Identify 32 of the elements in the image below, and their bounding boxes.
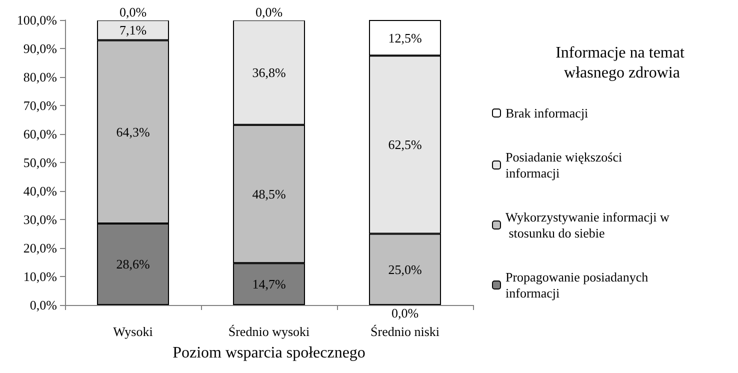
x-tick-label: Średnio wysoki (228, 324, 310, 339)
legend-label: Propagowanie posiadanych informacji (506, 270, 652, 300)
data-label: 12,5% (388, 30, 422, 46)
data-label: 28,6% (116, 256, 150, 272)
data-label: 25,0% (388, 262, 422, 277)
x-tick-label: Wysoki (113, 324, 154, 339)
y-tick-label: 50,0% (23, 155, 58, 170)
data-label: 64,3% (116, 124, 150, 140)
legend-title: Informacje na temat własnego zdrowia (556, 44, 688, 82)
y-tick-label: 90,0% (23, 41, 58, 56)
legend-label: Wykorzystywanie informacji w stosunku do siebie (506, 210, 670, 240)
data-label: 0,0% (119, 4, 147, 20)
y-tick-label: 10,0% (23, 269, 58, 284)
legend-label: Brak informacji (506, 106, 589, 120)
y-tick-label: 40,0% (23, 184, 58, 198)
data-label: 7,1% (119, 22, 147, 38)
y-tick-label: 100,0% (16, 12, 58, 28)
data-label: 48,5% (252, 186, 286, 202)
data-label: 0,0% (255, 4, 283, 20)
y-tick-label: 0,0% (30, 298, 58, 312)
data-label: 62,5% (388, 137, 422, 152)
legend-label: Posiadanie większości informacji (506, 150, 626, 180)
y-tick-label: 70,0% (23, 98, 58, 113)
data-label: 0,0% (391, 306, 419, 320)
data-label: 36,8% (252, 64, 286, 80)
y-tick-label: 80,0% (23, 70, 58, 84)
x-axis-title: Poziom wsparcia społecznego (172, 344, 366, 362)
x-tick-label: Średnio niski (370, 324, 440, 339)
y-tick-label: 30,0% (23, 212, 58, 227)
y-tick-label: 60,0% (23, 126, 58, 142)
data-label: 14,7% (252, 276, 286, 292)
y-tick-label: 20,0% (23, 240, 58, 256)
